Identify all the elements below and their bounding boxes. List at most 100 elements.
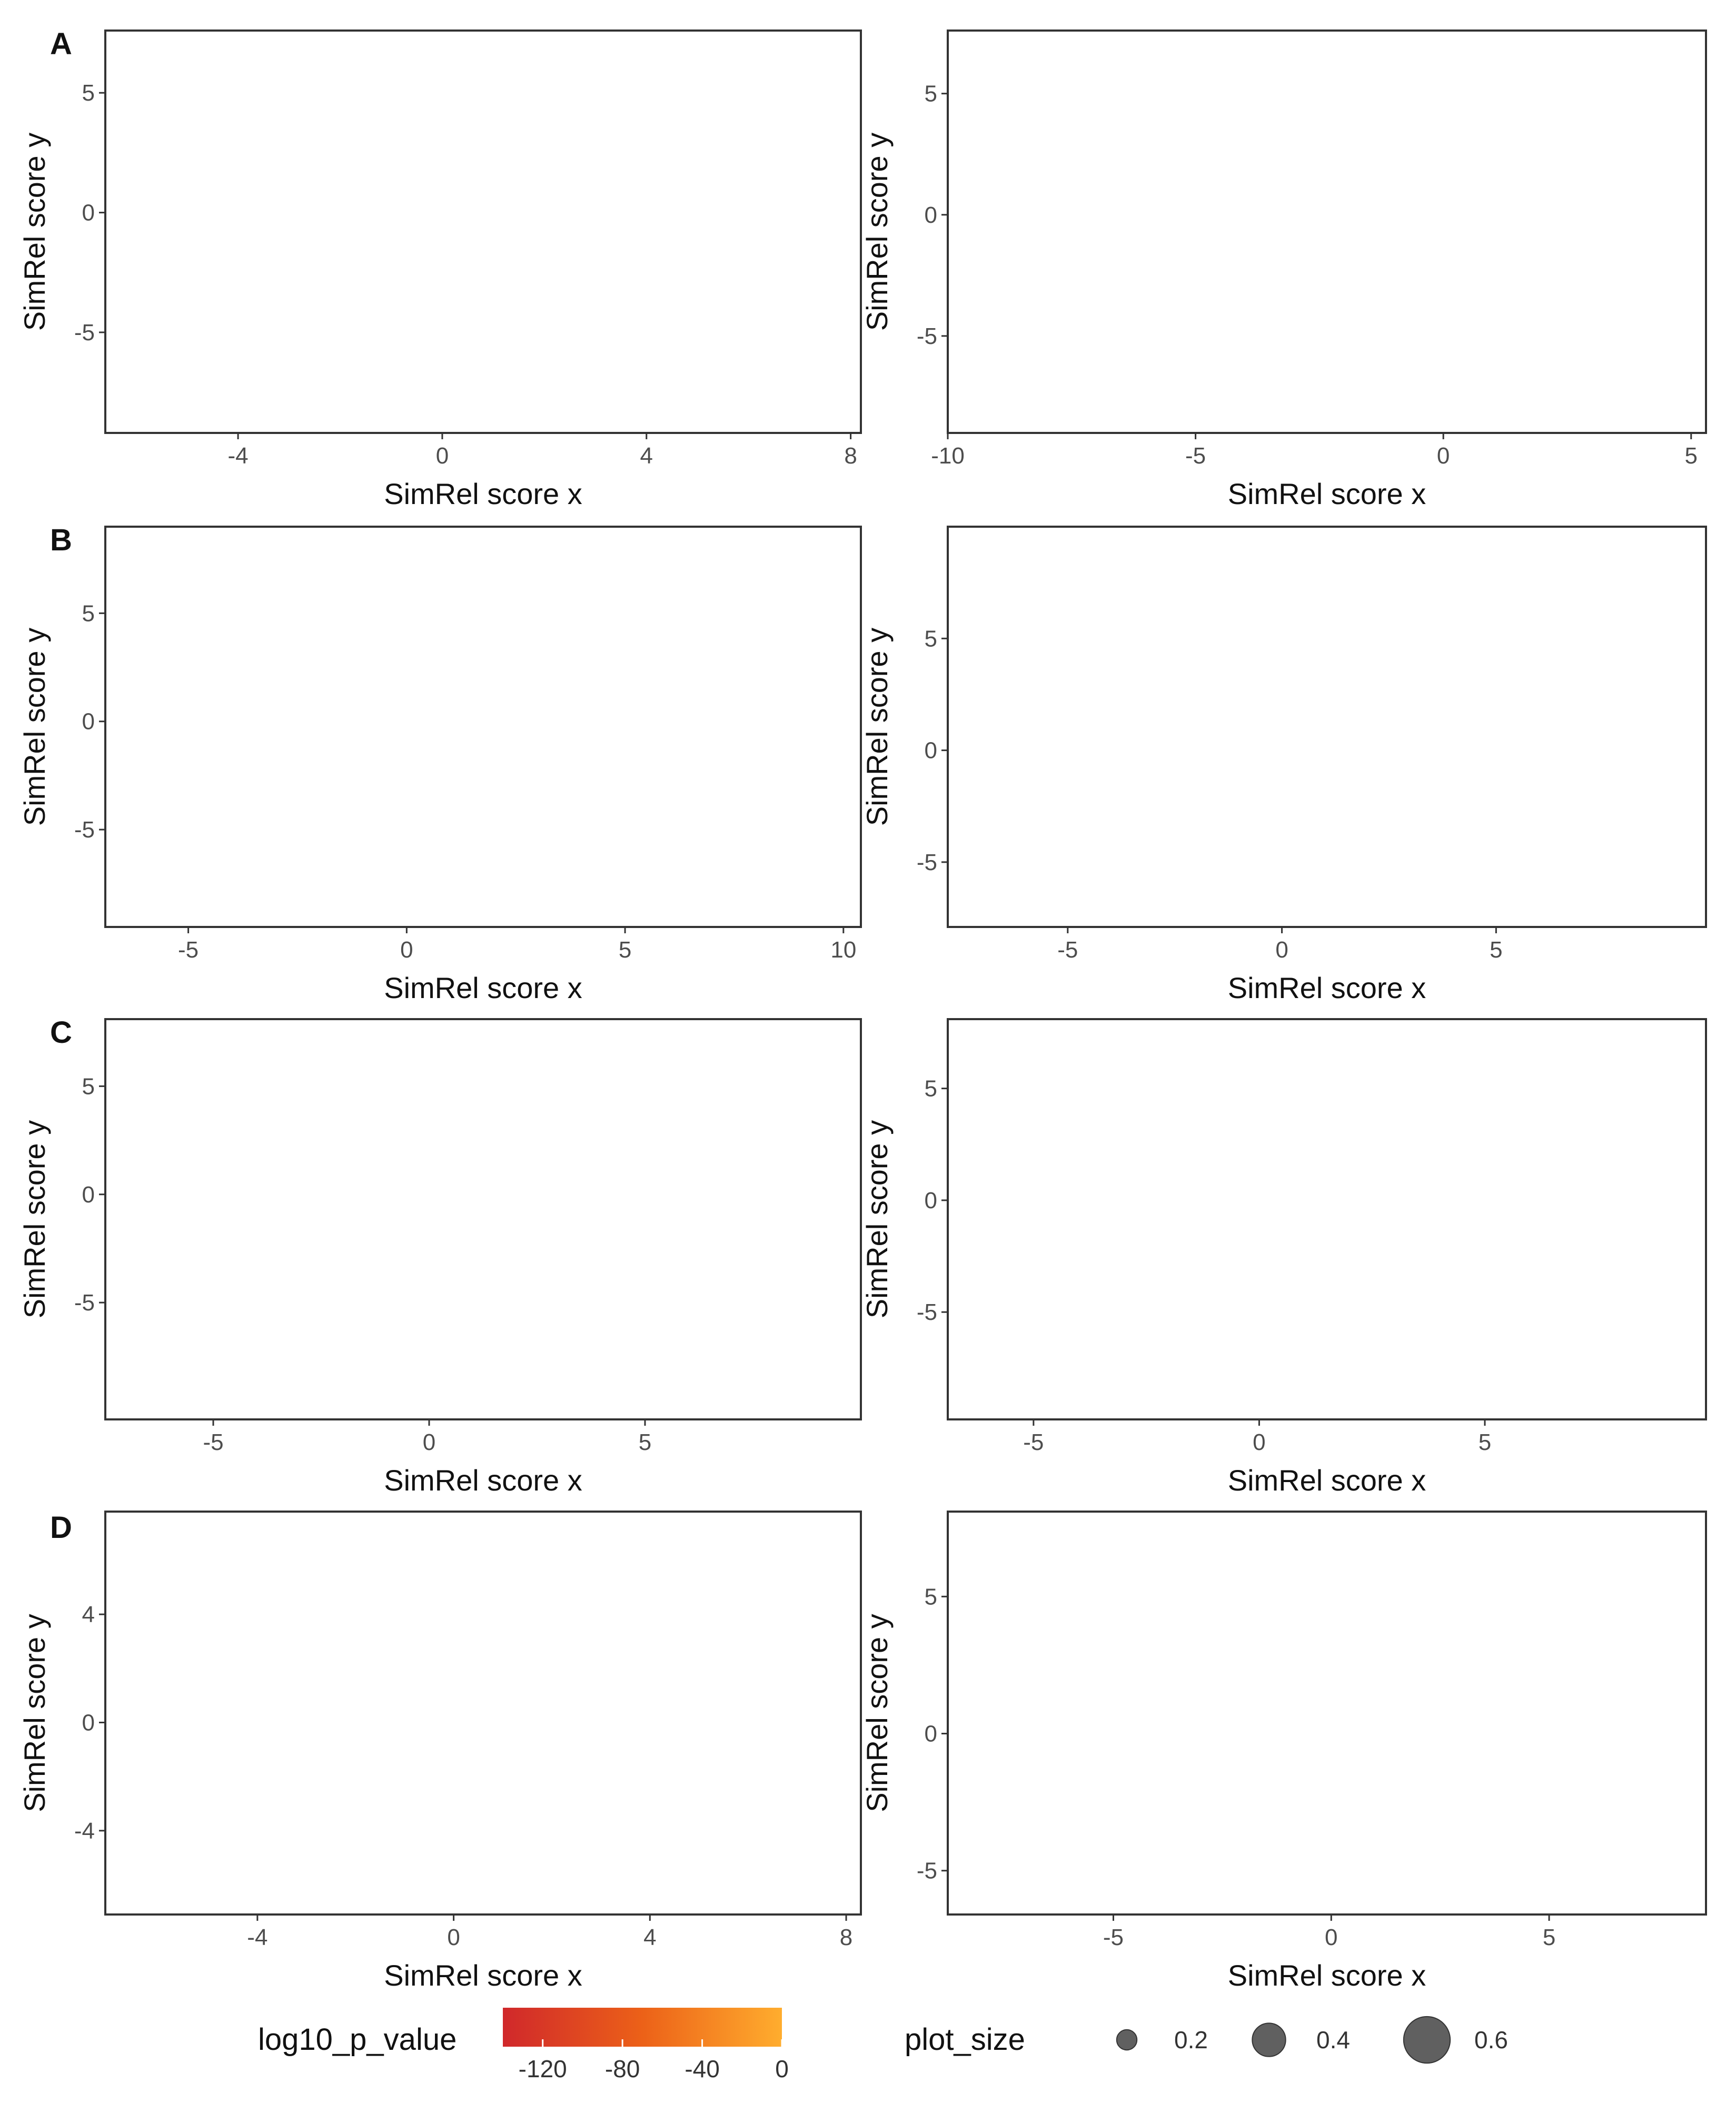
color-legend-tick-label: -80 — [605, 2055, 640, 2083]
y-tick-label: -5 — [917, 1299, 937, 1325]
y-tick-label: -5 — [74, 1290, 95, 1316]
panel-A-freq: regulation of cellular localizationbiolo… — [860, 29, 1707, 510]
panel-A-rare: membrane organizationreceptor-mediated e… — [18, 27, 862, 510]
size-legend-items: 0.2 0.4 0.6 — [1116, 2016, 1508, 2064]
x-axis-title: SimRel score x — [384, 1464, 582, 1497]
y-tick-label: 0 — [82, 1710, 95, 1735]
x-axis-title: SimRel score x — [1228, 971, 1426, 1004]
panel-border — [947, 29, 1707, 434]
size-legend-label: 0.6 — [1474, 2026, 1508, 2054]
x-tick-label: 0 — [1253, 1429, 1265, 1455]
y-axis-title: SimRel score y — [860, 628, 894, 826]
y-tick-label: 4 — [82, 1602, 95, 1627]
y-axis-title: SimRel score y — [860, 1614, 894, 1812]
x-tick-label: 0 — [1275, 937, 1288, 963]
x-tick-label: 5 — [1490, 937, 1502, 963]
panel-letter: C — [50, 1015, 72, 1050]
size-legend-bubble — [1116, 2029, 1138, 2051]
x-tick-label: -5 — [1185, 443, 1206, 469]
x-tick-label: 4 — [643, 1925, 656, 1950]
panel-D-freq: cell surface receptor signaling pathwayr… — [860, 1511, 1707, 1992]
x-tick-label: 5 — [1543, 1925, 1555, 1950]
y-tick-label: 0 — [925, 738, 937, 764]
x-axis-title: SimRel score x — [384, 1959, 582, 1992]
x-tick-label: -10 — [931, 443, 965, 469]
color-legend-tick-label: 0 — [775, 2055, 789, 2083]
y-tick-label: 0 — [925, 1188, 937, 1213]
y-tick-label: 0 — [82, 1182, 95, 1208]
x-tick-label: -5 — [1057, 937, 1078, 963]
x-tick-label: -5 — [203, 1429, 223, 1455]
y-tick-label: 5 — [82, 600, 95, 626]
x-axis-title: SimRel score x — [384, 477, 582, 510]
y-tick-label: 5 — [82, 1073, 95, 1099]
y-axis-title: SimRel score y — [860, 1120, 894, 1319]
x-axis-title: SimRel score x — [1228, 1464, 1426, 1497]
y-axis-title: SimRel score y — [18, 1120, 51, 1319]
x-tick-label: 5 — [1685, 443, 1698, 469]
y-tick-label: -5 — [917, 323, 937, 349]
y-axis-title: SimRel score y — [18, 628, 51, 826]
size-legend-label: 0.4 — [1316, 2026, 1350, 2054]
y-axis-title: SimRel score y — [18, 1614, 51, 1812]
y-tick-label: -4 — [74, 1818, 95, 1844]
panel-C-freq: phosphatidylinositol-mediated signalingd… — [860, 1018, 1707, 1497]
x-tick-label: -5 — [1023, 1429, 1044, 1455]
x-tick-label: 0 — [400, 937, 413, 963]
x-axis-title: SimRel score x — [1228, 1959, 1426, 1992]
x-tick-label: 8 — [844, 443, 857, 469]
y-tick-label: 0 — [82, 200, 95, 226]
panel-border — [104, 526, 862, 928]
y-tick-label: 5 — [925, 1584, 937, 1610]
color-legend-tick-label: -120 — [519, 2055, 567, 2083]
y-tick-label: -5 — [74, 817, 95, 843]
y-tick-label: 5 — [82, 80, 95, 106]
panel-letter: A — [50, 27, 72, 61]
y-tick-label: 5 — [925, 1076, 937, 1102]
size-legend-title: plot_size — [905, 2022, 1025, 2057]
x-axis-title: SimRel score x — [1228, 477, 1426, 510]
y-tick-label: 0 — [925, 1721, 937, 1747]
panels-layer: membrane organizationreceptor-mediated e… — [18, 27, 1707, 1992]
x-tick-label: 5 — [1479, 1429, 1491, 1455]
panel-letter: B — [50, 523, 72, 557]
x-tick-label: 0 — [423, 1429, 435, 1455]
color-legend-tick-label: -40 — [685, 2055, 719, 2083]
size-legend-label: 0.2 — [1174, 2026, 1208, 2054]
x-tick-label: 0 — [447, 1925, 460, 1950]
x-tick-label: -4 — [228, 443, 249, 469]
x-tick-label: -5 — [178, 937, 199, 963]
size-legend-bubble — [1403, 2016, 1451, 2064]
panel-letter: D — [50, 1511, 72, 1545]
panel-border — [947, 526, 1707, 928]
panel-C-rare: carbohydrate derivative MPpurine deoxyri… — [18, 1015, 862, 1497]
size-legend-bubble — [1252, 2022, 1286, 2057]
x-tick-label: 5 — [619, 937, 631, 963]
x-tick-label: 0 — [436, 443, 449, 469]
color-legend-bar — [503, 2008, 782, 2047]
x-tick-label: -4 — [247, 1925, 267, 1950]
y-axis-title: SimRel score y — [18, 133, 51, 331]
panel-border — [104, 1511, 862, 1916]
y-tick-label: -5 — [74, 320, 95, 346]
color-legend-ticks: -120 -80 -40 0 — [519, 2039, 789, 2083]
panel-border — [947, 1018, 1707, 1420]
y-tick-label: -5 — [917, 850, 937, 875]
color-legend-title: log10_p_value — [258, 2022, 457, 2057]
x-tick-label: 0 — [1437, 443, 1450, 469]
panel-border — [104, 29, 862, 434]
y-tick-label: 0 — [925, 202, 937, 228]
x-tick-label: 10 — [830, 937, 856, 963]
panel-B-freq: cellular response to stresschromosome or… — [860, 526, 1707, 1004]
panel-border — [104, 1018, 862, 1420]
y-tick-label: 5 — [925, 81, 937, 107]
x-tick-label: 4 — [640, 443, 653, 469]
y-tick-label: 5 — [925, 626, 937, 652]
figure-legend: log10_p_value -120 -80 -40 0 plot_size 0.2 0… — [258, 2008, 1508, 2083]
x-tick-label: -5 — [1103, 1925, 1124, 1950]
panel-D-rare: negative regulation of glucocorticoidrec… — [18, 1511, 862, 1992]
x-tick-label: 8 — [840, 1925, 852, 1950]
y-tick-label: -5 — [917, 1858, 937, 1884]
panel-border — [947, 1511, 1707, 1916]
